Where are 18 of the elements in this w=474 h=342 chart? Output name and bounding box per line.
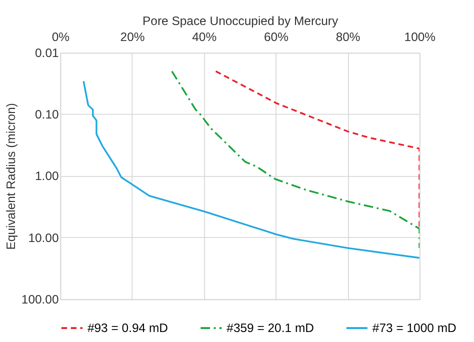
y-tick-label: 0.01 [35,46,59,60]
line-series [171,70,420,249]
y-tick-label: 0.10 [35,108,59,122]
legend-label: #93 = 0.94 mD [87,320,168,335]
x-tick-label: 100% [404,30,436,44]
y-axis-title: Equivalent Radius (micron) [4,103,18,250]
x-tick-label: 60% [264,30,289,44]
x-axis-title: Pore Space Unoccupied by Mercury [142,14,339,28]
line-series [82,80,420,259]
y-tick-label: 10.00 [28,230,59,245]
x-tick-label: 0% [52,30,70,44]
x-tick-label: 80% [336,30,360,44]
x-tick-label: 40% [192,30,217,44]
y-tick-label: 1.00 [35,169,59,184]
x-tick-label: 20% [120,30,145,44]
y-tick-label: 100.00 [21,292,59,306]
legend-label: #359 = 20.1 mD [226,320,314,335]
legend-label: #73 = 1000 mD [372,320,456,335]
